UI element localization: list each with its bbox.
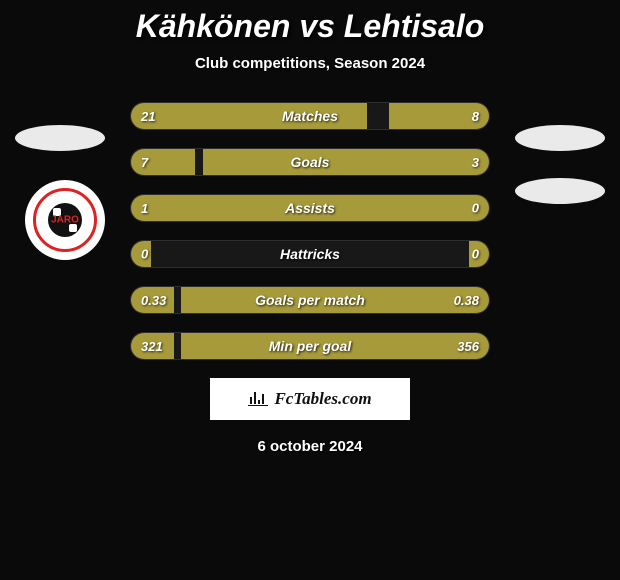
source-logo-text: FcTables.com [274,389,371,409]
stat-row: 01Assists [130,194,490,222]
stat-row: 218Matches [130,102,490,130]
stat-label: Hattricks [280,246,340,262]
source-logo: FcTables.com [210,378,410,420]
stat-row: 0 0 Hattricks [130,240,490,268]
stat-label: Goals per match [255,292,365,308]
stat-right-value: 3 [203,149,489,175]
stat-right-value: 0 [472,201,479,216]
page-subtitle: Club competitions, Season 2024 [0,55,620,72]
stat-left-value: 321 [131,333,174,359]
page-title: Kähkönen vs Lehtisalo [0,0,620,45]
stat-empty [174,333,181,359]
stat-empty [174,287,181,313]
stat-empty [195,149,202,175]
stat-empty [367,103,389,129]
stat-left-value: 0.33 [131,287,174,313]
stat-right-value: 0 [472,247,479,262]
stat-row: 0.330.38Goals per match [130,286,490,314]
stat-label: Assists [285,200,335,216]
stat-left-value: 7 [131,149,195,175]
chart-icon [248,390,268,409]
stat-label: Matches [282,108,338,124]
stat-right-value: 8 [389,103,489,129]
stat-row: 321356Min per goal [130,332,490,360]
stat-left-value: 0 [141,247,148,262]
stat-row: 73Goals [130,148,490,176]
stats-container: 218Matches73Goals01Assists00Hattricks0.3… [0,102,620,360]
date-label: 6 october 2024 [0,438,620,455]
stat-label: Min per goal [269,338,351,354]
stat-label: Goals [291,154,330,170]
